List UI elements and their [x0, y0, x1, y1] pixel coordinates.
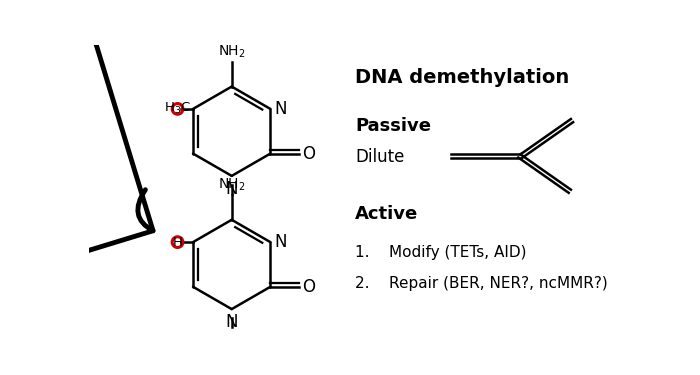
Text: Active: Active — [355, 206, 418, 224]
Text: Dilute: Dilute — [355, 148, 405, 166]
Text: 2.    Repair (BER, NER?, ncMMR?): 2. Repair (BER, NER?, ncMMR?) — [355, 276, 608, 291]
Text: O: O — [302, 145, 316, 163]
Text: O: O — [302, 278, 316, 296]
Text: DNA demethylation: DNA demethylation — [355, 68, 569, 87]
Text: N: N — [225, 313, 238, 331]
Text: NH$_2$: NH$_2$ — [218, 177, 246, 193]
Text: NH$_2$: NH$_2$ — [218, 43, 246, 60]
Text: H$_3$C: H$_3$C — [164, 101, 191, 117]
Text: 1.    Modify (TETs, AID): 1. Modify (TETs, AID) — [355, 245, 526, 260]
Text: H: H — [173, 236, 183, 249]
Text: N: N — [274, 100, 287, 118]
Text: N: N — [274, 233, 287, 251]
Text: Passive: Passive — [355, 117, 431, 135]
FancyArrowPatch shape — [0, 5, 153, 300]
Text: N: N — [225, 180, 238, 198]
